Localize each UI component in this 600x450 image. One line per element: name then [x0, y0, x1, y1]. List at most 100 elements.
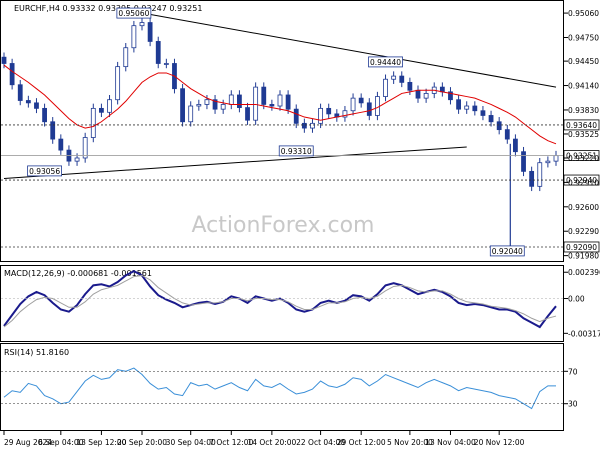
macd-y-axis: 0.002396 0.00 -0.003174	[1, 268, 600, 338]
candle-body	[58, 138, 64, 151]
level-tag-label: 0.93251	[566, 152, 597, 161]
annotation-label: 0.93056	[29, 167, 60, 176]
candle-body	[480, 110, 486, 116]
candle-body	[107, 99, 112, 113]
price-y-tick-label: 0.93220	[568, 154, 599, 163]
candle-body	[285, 94, 291, 110]
candle-body	[34, 102, 39, 109]
rsi-header: RSI(14) 51.8160	[4, 348, 69, 357]
rsi-panel-frame	[0, 343, 564, 431]
candle-body	[90, 107, 96, 138]
candle-body	[245, 107, 250, 121]
x-tick-label: 29 Aug 2024	[4, 438, 52, 447]
price-y-tick-label: 0.94750	[568, 34, 599, 43]
level-tag-label: 0.93640	[566, 121, 597, 130]
candle-body	[42, 107, 47, 123]
candle-body	[163, 63, 169, 65]
x-tick-label: 14 Oct 20:00	[247, 438, 296, 447]
macd-panel-frame	[0, 265, 564, 342]
level-tag-label: 0.92940	[566, 176, 597, 185]
trendline-upper	[133, 11, 557, 88]
candle-body	[261, 86, 267, 105]
candle-body	[375, 96, 380, 116]
level-tag	[563, 119, 600, 131]
price-y-tick-label: 0.95060	[568, 9, 599, 18]
candle-body	[228, 94, 234, 105]
candle-body	[212, 99, 218, 110]
price-y-tick-label: 0.91980	[568, 252, 599, 261]
candle-body	[269, 104, 275, 107]
annotation-box	[278, 145, 314, 157]
candle-body	[188, 105, 194, 123]
annotation-label: 0.95060	[118, 9, 149, 18]
macd-macd-line	[3, 269, 557, 329]
level-tag	[563, 241, 600, 253]
candle-body	[383, 78, 388, 97]
x-tick-label: 6 Sep 04:00	[38, 438, 84, 447]
rsi-lines	[3, 367, 556, 410]
candle-body	[448, 91, 453, 101]
macd-header: MACD(12,26,9) -0.000681 -0.001561	[4, 269, 152, 278]
candle-body	[350, 97, 356, 112]
candle-body	[9, 63, 15, 86]
x-tick-label: 7 Oct 12:00	[209, 438, 253, 447]
candle-body	[131, 25, 137, 49]
x-tick-label: 30 Sep 04:00	[166, 438, 216, 447]
candle-body	[1, 56, 7, 64]
x-tick-label: 29 Oct 12:00	[337, 438, 386, 447]
price-y-tick-label: 0.94140	[568, 82, 599, 91]
ma-line	[3, 64, 557, 145]
annotation-label: 0.94440	[370, 58, 401, 67]
candle-body	[99, 107, 104, 113]
annotation-box	[368, 56, 403, 68]
macd-y-tick-label: -0.003174	[568, 329, 600, 338]
macd-panel: MACD(12,26,9) -0.000681 -0.001561 0.0023…	[0, 265, 600, 342]
candle-body	[537, 162, 543, 187]
x-tick-label: 13 Sep 12:00	[76, 438, 126, 447]
candle-body	[50, 121, 56, 140]
candle-body	[301, 122, 307, 129]
candle-body	[25, 100, 31, 104]
candle-body	[488, 115, 494, 123]
candle-body	[399, 75, 405, 83]
candle-body	[366, 102, 372, 116]
candle-body	[529, 170, 535, 187]
watermark: ActionForex.com	[192, 213, 375, 238]
price-panel: EURCHF,H4 0.93332 0.93395 0.93247 0.9325…	[0, 0, 600, 262]
candle-body	[237, 94, 242, 108]
price-header: EURCHF,H4 0.93332 0.93395 0.93247 0.9325…	[14, 4, 202, 13]
macd-signal-line	[3, 274, 557, 328]
candle-body	[139, 22, 145, 27]
candle-body	[82, 137, 88, 159]
annotation-box	[116, 7, 152, 19]
candle-body	[123, 47, 129, 68]
candle-body	[253, 86, 259, 121]
macd-y-tick-label: 0.00	[568, 295, 585, 304]
candle-body	[196, 104, 202, 107]
price-y-tick-label: 0.93830	[568, 106, 599, 115]
candle-body	[496, 121, 502, 131]
annotation-box	[489, 245, 525, 257]
level-tag	[563, 150, 600, 161]
price-y-tick-label: 0.93525	[568, 130, 599, 139]
candle-body	[180, 88, 185, 123]
annotation-label: 0.93310	[281, 147, 312, 156]
annotations: 0.95060 0.93056 0.93310 0.94440 0.92040	[27, 7, 525, 257]
price-y-axis: 0.95060 0.94750 0.94450 0.94140 0.93830 0.935…	[564, 9, 599, 261]
price-y-tick-label: 0.92290	[568, 227, 599, 236]
trendlines	[3, 11, 557, 179]
price-y-tick-label: 0.92910	[568, 178, 599, 187]
x-tick-label: 22 Oct 04:00	[296, 438, 345, 447]
candle-body	[415, 89, 421, 99]
candle-body	[391, 75, 397, 80]
rsi-y-axis: 70 30	[1, 367, 578, 409]
rsi-y-tick-label: 30	[568, 400, 578, 409]
candle-body	[293, 108, 299, 124]
candle-body	[326, 107, 332, 115]
candle-body	[358, 97, 364, 104]
candle-body	[147, 22, 153, 42]
candle-body	[464, 105, 470, 110]
price-y-tick-label: 0.94450	[568, 57, 599, 66]
